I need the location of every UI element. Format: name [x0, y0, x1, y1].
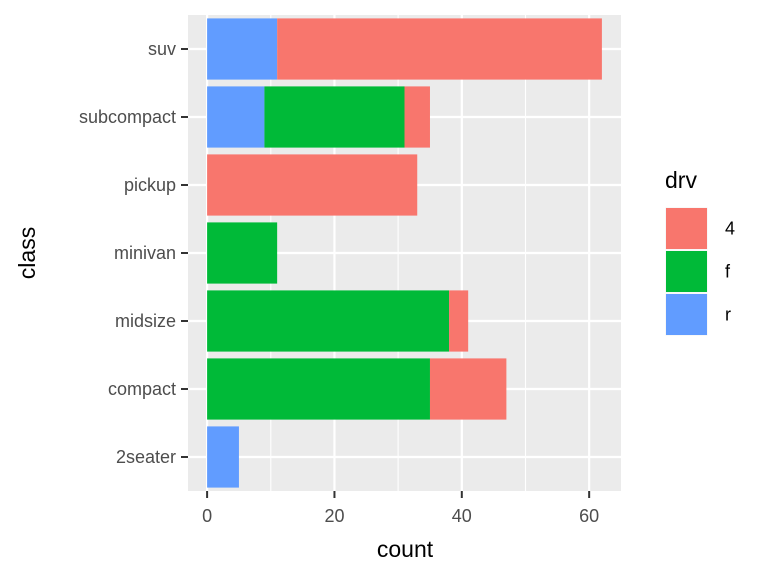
y-tick-label-minivan: minivan — [114, 243, 176, 263]
y-tick-label-2seater: 2seater — [116, 447, 176, 467]
bar-suv-r — [207, 18, 278, 80]
bar-subcompact-r — [207, 86, 265, 148]
y-tick-label-compact: compact — [108, 379, 176, 399]
y-tick-label-subcompact: subcompact — [79, 107, 176, 127]
legend-key-4 — [666, 208, 707, 249]
y-axis-title: class — [14, 227, 40, 279]
bar-midsize-4 — [449, 290, 469, 352]
legend-label-r: r — [725, 305, 731, 325]
y-tick-label-pickup: pickup — [124, 175, 176, 195]
legend-label-f: f — [725, 262, 731, 282]
legend-title: drv — [665, 167, 697, 193]
y-tick-label-suv: suv — [148, 39, 176, 59]
y-tick-label-midsize: midsize — [115, 311, 176, 331]
axes-layer: 2seater compact midsize minivan pickup subcom… — [79, 39, 599, 526]
bar-subcompact-4 — [404, 86, 430, 148]
bar-compact-4 — [429, 358, 507, 420]
legend-label-4: 4 — [725, 219, 735, 239]
legend-key-r — [666, 294, 707, 335]
bar-2seater-r — [207, 426, 239, 488]
bar-subcompact-f — [264, 86, 405, 148]
bar-midsize-f — [207, 290, 450, 352]
x-tick-label-60: 60 — [579, 506, 599, 526]
bar-pickup-4 — [207, 154, 418, 216]
x-axis-title: count — [377, 536, 434, 562]
legend: drv 4 f r — [664, 167, 735, 337]
bars-layer — [207, 18, 602, 488]
x-tick-label-20: 20 — [324, 506, 344, 526]
legend-key-f — [666, 251, 707, 292]
bar-minivan-f — [207, 222, 278, 284]
bar-compact-f — [207, 358, 430, 420]
bar-suv-4 — [277, 18, 602, 80]
x-tick-label-0: 0 — [202, 506, 212, 526]
x-tick-label-40: 40 — [452, 506, 472, 526]
